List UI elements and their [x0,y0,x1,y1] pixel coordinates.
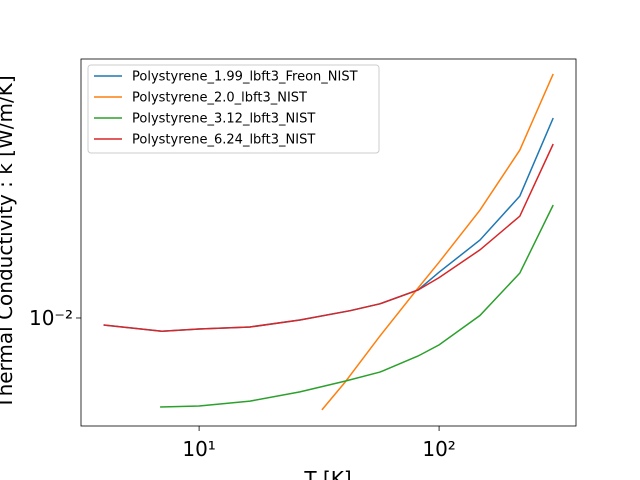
series-line [321,73,554,411]
legend-box [87,64,380,154]
y-tick-label: 10⁻² [29,306,73,330]
legend-label: Polystyrene_6.24_lbft3_NIST [132,133,315,148]
x-tick-label: 10² [422,437,455,461]
y-axis-label: Thermal Conductivity : k [W/m/K] [0,75,17,409]
series-line [103,143,554,332]
legend-label: Polystyrene_3.12_lbft3_NIST [132,112,315,127]
legend-label: Polystyrene_1.99_lbft3_Freon_NIST [132,70,358,85]
plot-frame [80,58,577,427]
x-axis-label: T [K] [303,467,351,480]
x-tick-label: 10¹ [182,437,215,461]
legend-label: Polystyrene_2.0_lbft3_NIST [132,91,307,106]
series-line [160,204,554,408]
